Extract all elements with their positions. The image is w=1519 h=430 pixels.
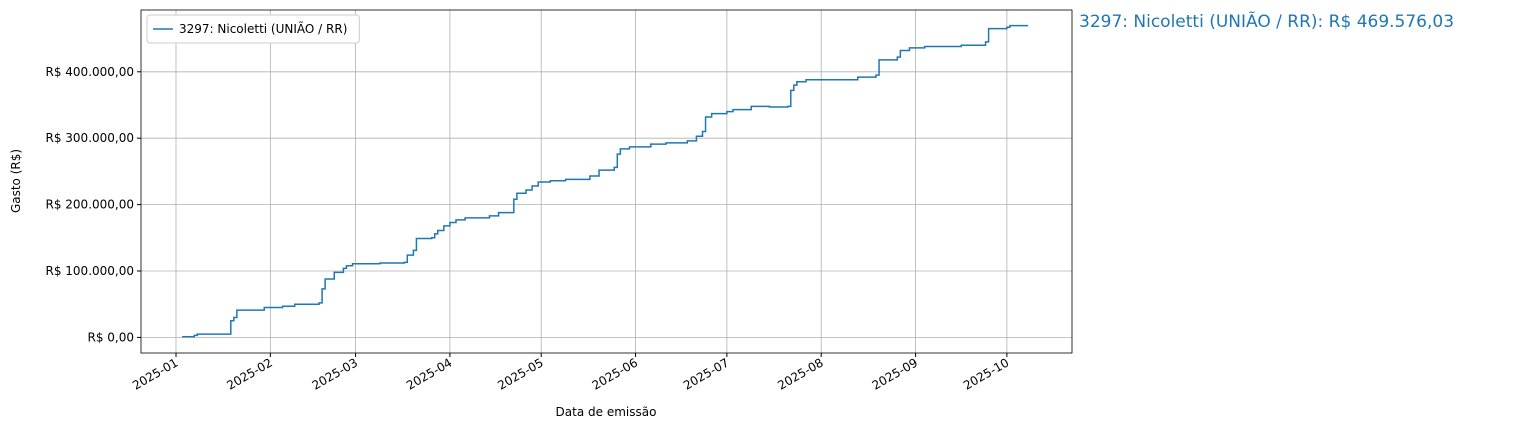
legend: 3297: Nicoletti (UNIÃO / RR) bbox=[146, 14, 360, 44]
x-tick-label: 2025-09 bbox=[870, 355, 920, 392]
x-tick-label: 2025-08 bbox=[775, 355, 825, 392]
x-tick-label: 2025-06 bbox=[590, 355, 640, 392]
x-tick-label: 2025-02 bbox=[224, 355, 274, 392]
annotation: 3297: Nicoletti (UNIÃO / RR): R$ 469.576… bbox=[1079, 10, 1454, 32]
x-tick-label: 2025-10 bbox=[961, 355, 1011, 392]
y-axis-label: Gasto (R$) bbox=[9, 149, 23, 213]
x-axis-label: Data de emissão bbox=[556, 405, 657, 419]
y-tick-label: R$ 200.000,00 bbox=[46, 198, 135, 212]
legend-box bbox=[146, 14, 360, 44]
legend-label: 3297: Nicoletti (UNIÃO / RR) bbox=[179, 21, 347, 36]
y-tick-label: R$ 0,00 bbox=[87, 330, 134, 344]
plot-frame bbox=[140, 9, 1073, 354]
x-tick-label: 2025-07 bbox=[681, 355, 731, 392]
y-tick-label: R$ 400.000,00 bbox=[46, 65, 135, 79]
y-tick-label: R$ 300.000,00 bbox=[46, 131, 135, 145]
y-tick-label: R$ 100.000,00 bbox=[46, 264, 135, 278]
x-tick-label: 2025-05 bbox=[495, 355, 545, 392]
x-tick-label: 2025-03 bbox=[310, 355, 360, 392]
x-tick-label: 2025-01 bbox=[130, 355, 180, 392]
data-line bbox=[182, 24, 1029, 338]
x-tick-label: 2025-04 bbox=[404, 355, 454, 392]
